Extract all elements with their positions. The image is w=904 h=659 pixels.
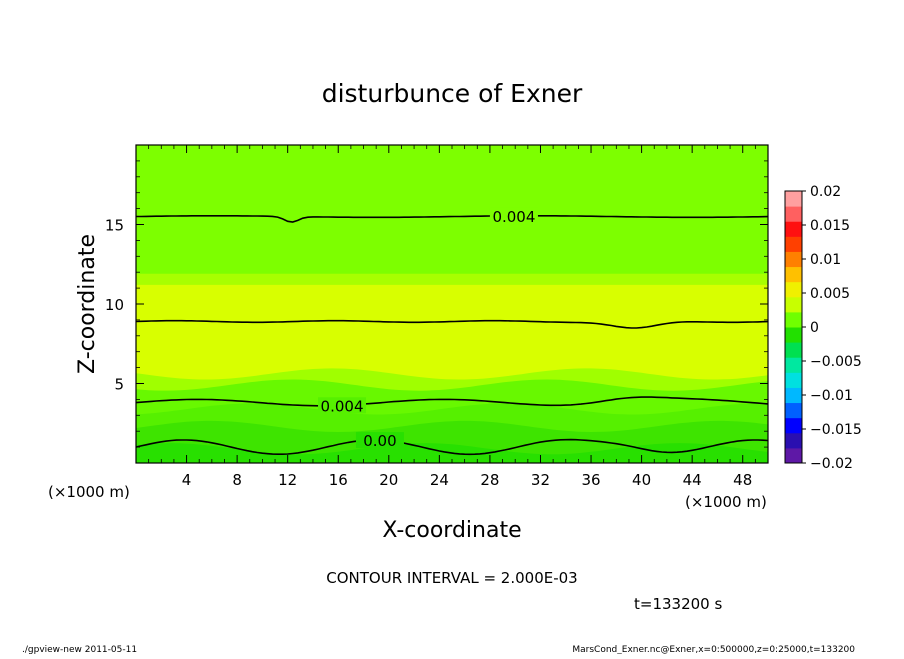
colorbar-tick-label: 0.01 [810, 252, 841, 268]
colorbar-tick-label: 0.02 [810, 184, 841, 200]
contour-label: 0.00 [363, 432, 396, 450]
colorbar-swatch [785, 311, 802, 328]
y-tick-label: 10 [105, 296, 124, 314]
colorbar-tick-label: 0.015 [810, 218, 850, 234]
colorbar-swatch [785, 432, 802, 449]
x-axis-label: X-coordinate [382, 518, 521, 543]
chart-title: disturbunce of Exner [322, 79, 583, 108]
x-tick-label: 24 [430, 471, 449, 489]
contour-line [136, 396, 768, 407]
colorbar-swatch [785, 387, 802, 404]
colorbar-tick-label: 0.005 [810, 286, 850, 302]
x-tick-label: 4 [182, 471, 192, 489]
footer-right: MarsCond_Exner.nc@Exner,x=0:500000,z=0:2… [572, 645, 855, 654]
y-axis-label: Z-coordinate [75, 234, 100, 374]
contour-lines [136, 215, 768, 456]
x-tick-label: 8 [232, 471, 242, 489]
x-axis: 4 8 12 16 20 24 28 32 36 40 44 48 [148, 145, 756, 489]
colorbar: 0.02 0.015 0.01 0.005 0 −0.005 −0.01 −0.015 −0.0… [784, 184, 862, 472]
contour-line [136, 438, 768, 456]
x-tick-label: 28 [480, 471, 499, 489]
colorbar-swatch [785, 221, 802, 237]
colorbar-swatch [785, 447, 802, 464]
contour-label-bg [318, 397, 367, 414]
colorbar-swatch [785, 206, 802, 222]
y-tick-label: 5 [114, 376, 124, 394]
colorbar-swatch [785, 236, 802, 252]
x-tick-label: 12 [278, 471, 297, 489]
colorbar-swatch [785, 281, 802, 298]
y-tick-label: 15 [105, 217, 124, 235]
colorbar-swatch [785, 342, 802, 358]
colorbar-swatch [785, 251, 802, 268]
footer-left: ./gpview-new 2011-05-11 [22, 645, 137, 654]
colorbar-swatch [785, 357, 802, 373]
colorbar-tick-label: 0 [810, 320, 819, 336]
contour-label-bg [489, 207, 538, 224]
x-tick-label: 20 [379, 471, 398, 489]
x-unit-right: (×1000 m) [685, 493, 767, 511]
contour-interval-label: CONTOUR INTERVAL = 2.000E-03 [326, 569, 577, 587]
colorbar-swatch [785, 296, 802, 313]
colorbar-tick-label: −0.015 [810, 422, 862, 438]
y-axis: 5 10 15 [105, 160, 768, 448]
contour-line [136, 319, 768, 329]
contour-line [136, 215, 768, 223]
colorbar-tick-label: −0.02 [810, 456, 853, 472]
x-unit-left: (×1000 m) [48, 483, 130, 501]
contour-labels: 0.00 0.004 0.004 [318, 207, 538, 450]
colorbar-swatch [785, 417, 802, 434]
filled-field [136, 145, 768, 463]
x-tick-label: 36 [581, 471, 600, 489]
colorbar-swatch [785, 327, 802, 343]
colorbar-tick-label: −0.01 [810, 388, 853, 404]
contour-label-bg [355, 432, 404, 449]
colorbar-swatch [785, 402, 802, 419]
contour-label: 0.004 [321, 397, 364, 415]
x-tick-label: 44 [683, 471, 702, 489]
x-tick-label: 48 [733, 471, 752, 489]
x-tick-label: 16 [329, 471, 348, 489]
time-label: t=133200 s [634, 595, 722, 613]
contour-label: 0.004 [492, 208, 535, 226]
x-tick-label: 32 [531, 471, 550, 489]
colorbar-swatch [785, 372, 802, 388]
colorbar-swatch [785, 191, 802, 207]
colorbar-swatch [785, 266, 802, 283]
colorbar-tick-label: −0.005 [810, 354, 862, 370]
x-tick-label: 40 [632, 471, 651, 489]
